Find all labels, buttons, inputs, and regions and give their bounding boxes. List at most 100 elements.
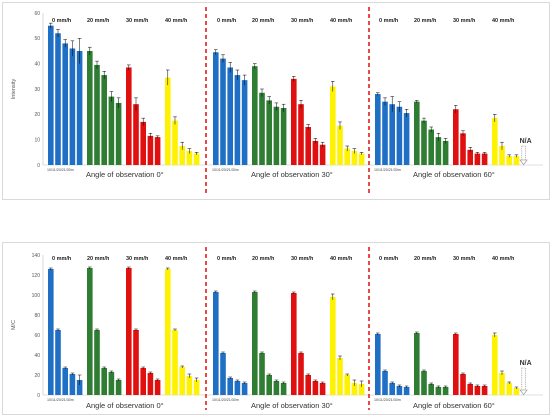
bar: [172, 120, 178, 165]
bar: [467, 149, 473, 165]
angle-label: Angle of observation 60°: [413, 401, 495, 410]
bar: [62, 368, 68, 395]
bar: [421, 371, 427, 395]
group-label: 20 mm/h: [87, 18, 110, 24]
bar: [351, 151, 358, 165]
bar: [140, 121, 146, 165]
bar: [460, 374, 466, 395]
bar: [499, 146, 505, 165]
group-label: 20 mm/h: [87, 256, 110, 262]
bar: [87, 51, 93, 165]
y-tick-label: 20: [34, 112, 40, 118]
bar: [298, 104, 304, 165]
bar: [227, 378, 233, 395]
y-tick-label: 10: [34, 137, 40, 143]
bar: [481, 386, 488, 395]
bar: [108, 96, 115, 165]
bar: [330, 297, 336, 395]
na-arrow-shaft: [521, 145, 526, 161]
timestamp-label: 10/11/20/21/30m: [212, 168, 239, 172]
group-label: 30 mm/h: [126, 18, 149, 24]
group-label: 40 mm/h: [330, 18, 353, 24]
y-tick-label: 60: [34, 11, 40, 17]
bar: [389, 383, 395, 395]
bar: [506, 383, 512, 395]
bar: [234, 381, 241, 395]
bar: [87, 268, 93, 395]
bar: [499, 373, 505, 395]
bar: [280, 383, 287, 395]
na-label: N/A: [520, 138, 532, 145]
bar: [101, 368, 107, 395]
y-tick-label: 50: [34, 36, 40, 42]
bar: [165, 269, 171, 395]
bar: [467, 384, 473, 395]
bar: [305, 127, 311, 165]
y-tick-label: 0: [37, 393, 40, 399]
bar: [389, 104, 395, 165]
na-label: N/A: [520, 360, 532, 367]
group-label: 30 mm/h: [291, 256, 314, 262]
bar: [375, 334, 381, 395]
y-tick-label: 60: [34, 333, 40, 339]
bar: [414, 333, 420, 395]
bar: [513, 388, 520, 395]
angle-label: Angle of observation 30°: [251, 401, 333, 410]
bar: [252, 292, 258, 395]
timestamp-label: 10/11/20/21/30m: [47, 398, 74, 402]
group-label: 30 mm/h: [453, 18, 476, 24]
bar: [453, 109, 459, 165]
angle-label: Angle of observation 0°: [86, 401, 164, 410]
bar: [213, 52, 219, 166]
group-label: 40 mm/h: [492, 256, 515, 262]
group-label: 0 mm/h: [379, 18, 399, 24]
bar: [69, 374, 76, 395]
group-label: 0 mm/h: [217, 256, 237, 262]
bar: [358, 153, 365, 165]
group-label: 20 mm/h: [414, 256, 437, 262]
bar: [133, 104, 139, 165]
bar: [126, 67, 132, 165]
bar: [337, 125, 343, 165]
na-arrow-head: [519, 159, 528, 165]
bar: [108, 372, 115, 395]
bar: [147, 373, 154, 395]
group-label: 30 mm/h: [453, 256, 476, 262]
bar: [513, 156, 520, 165]
bar: [154, 137, 161, 165]
group-label: 40 mm/h: [165, 18, 188, 24]
y-tick-label: 80: [34, 313, 40, 319]
bar: [220, 58, 226, 165]
group-label: 0 mm/h: [217, 18, 237, 24]
bar: [172, 330, 178, 395]
bar: [435, 387, 442, 395]
bar: [241, 80, 248, 165]
bar: [442, 387, 449, 395]
bar: [312, 140, 319, 165]
bar: [358, 384, 365, 395]
group-label: 20 mm/h: [252, 256, 275, 262]
bar: [344, 148, 350, 165]
bar: [396, 106, 403, 165]
bar: [115, 102, 122, 165]
bar: [179, 367, 185, 395]
bar: [435, 137, 442, 165]
bar: [291, 78, 297, 165]
bar: [273, 381, 280, 395]
bar: [403, 113, 410, 165]
bar: [133, 330, 139, 395]
bar: [337, 358, 343, 395]
bar: [330, 86, 336, 165]
angle-label: Angle of observation 30°: [251, 170, 333, 179]
bar: [442, 140, 449, 165]
bar: [382, 371, 388, 395]
bar: [147, 135, 154, 165]
bar: [266, 100, 272, 165]
y-tick-label: 30: [34, 87, 40, 93]
bar: [421, 120, 427, 165]
bar: [403, 387, 410, 395]
bar: [414, 101, 420, 165]
bar: [101, 75, 107, 165]
y-tick-label: 40: [34, 353, 40, 359]
timestamp-label: 10/11/20/21/30m: [374, 398, 401, 402]
